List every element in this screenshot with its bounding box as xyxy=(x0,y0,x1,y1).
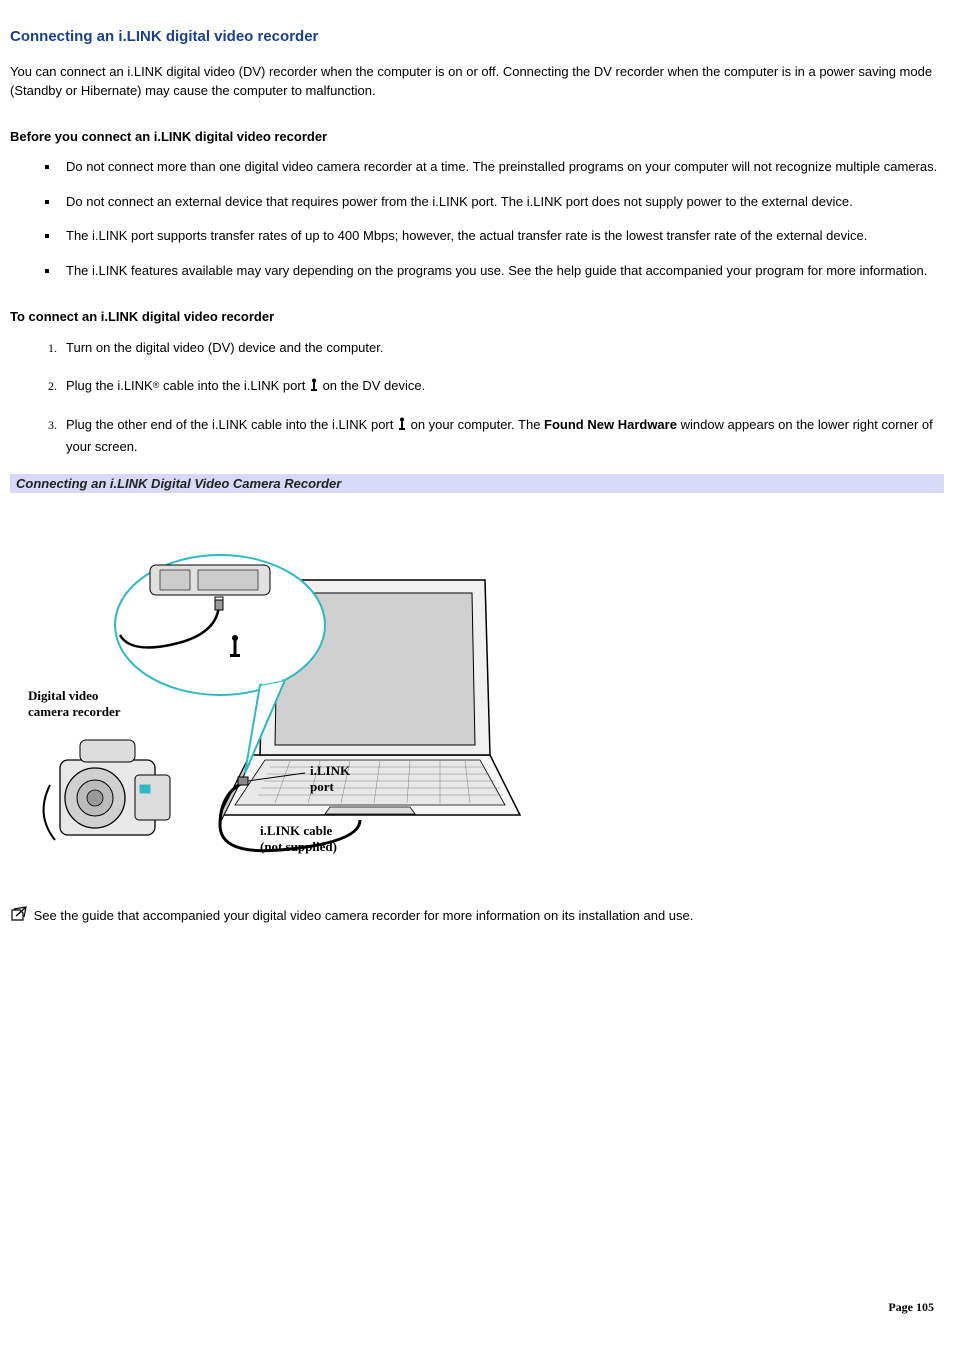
step-text: Plug the i.LINK xyxy=(66,378,153,393)
step-item: Plug the i.LINK® cable into the i.LINK p… xyxy=(60,376,944,398)
step-item: Turn on the digital video (DV) device an… xyxy=(60,338,944,358)
step-text: cable into the i.LINK port xyxy=(159,378,309,393)
list-item: Do not connect an external device that r… xyxy=(60,193,944,212)
note: See the guide that accompanied your digi… xyxy=(10,906,944,928)
before-list: Do not connect more than one digital vid… xyxy=(10,158,944,281)
ilink-port-icon xyxy=(309,378,319,398)
figure-diagram: Digital video camera recorder i.LINK por… xyxy=(10,493,944,878)
page-number: Page 105 xyxy=(888,1300,934,1315)
step-text-bold: Found New Hardware xyxy=(544,417,677,432)
steps-list: Turn on the digital video (DV) device an… xyxy=(10,338,944,456)
step-item: Plug the other end of the i.LINK cable i… xyxy=(60,415,944,456)
list-item: The i.LINK features available may vary d… xyxy=(60,262,944,281)
intro-paragraph: You can connect an i.LINK digital video … xyxy=(10,63,944,101)
label-cable: i.LINK cable (not supplied) xyxy=(260,823,337,854)
before-heading: Before you connect an i.LINK digital vid… xyxy=(10,129,944,144)
ilink-port-icon xyxy=(397,417,407,437)
list-item: Do not connect more than one digital vid… xyxy=(60,158,944,177)
figure-caption: Connecting an i.LINK Digital Video Camer… xyxy=(10,474,944,493)
step-text: on your computer. The xyxy=(407,417,544,432)
note-icon xyxy=(10,906,30,928)
camera-icon xyxy=(44,740,170,840)
step-text: on the DV device. xyxy=(319,378,425,393)
step-text: Plug the other end of the i.LINK cable i… xyxy=(66,417,397,432)
label-camera: Digital video camera recorder xyxy=(28,688,121,719)
page-title: Connecting an i.LINK digital video recor… xyxy=(10,28,944,45)
toconnect-heading: To connect an i.LINK digital video recor… xyxy=(10,309,944,324)
list-item: The i.LINK port supports transfer rates … xyxy=(60,227,944,246)
note-text: See the guide that accompanied your digi… xyxy=(34,908,694,923)
